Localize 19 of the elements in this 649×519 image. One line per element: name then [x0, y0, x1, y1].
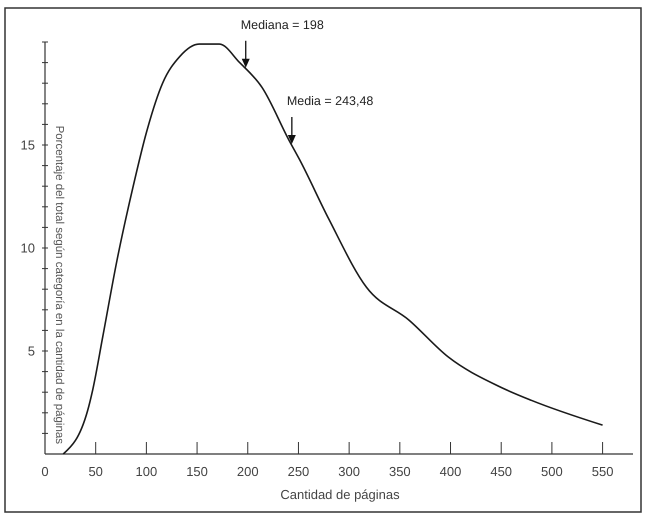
x-axis-title: Cantidad de páginas — [280, 487, 400, 502]
x-tick-label: 100 — [136, 464, 158, 479]
x-tick-label: 250 — [288, 464, 310, 479]
y-tick-label: 10 — [20, 240, 35, 256]
x-tick-label: 550 — [592, 464, 614, 479]
x-tick-label: 150 — [186, 464, 208, 479]
x-tick-label: 300 — [338, 464, 360, 479]
x-tick-label: 500 — [541, 464, 563, 479]
annotation: Mediana = 198 — [240, 18, 324, 32]
x-tick-label: 350 — [388, 464, 411, 479]
annotation: Media = 243,48 — [286, 94, 374, 108]
y-axis-title: Porcentaje del total según categoría en la cantidad de páginas — [52, 126, 65, 444]
y-tick-label: 15 — [20, 138, 35, 153]
x-tick-label: 200 — [236, 464, 259, 479]
x-tick-label: 0 — [41, 464, 49, 479]
x-tick-label: 400 — [440, 464, 462, 479]
x-tick-label: 450 — [490, 464, 512, 479]
x-tick-label: 50 — [88, 464, 103, 479]
y-tick-label: 5 — [28, 344, 35, 359]
